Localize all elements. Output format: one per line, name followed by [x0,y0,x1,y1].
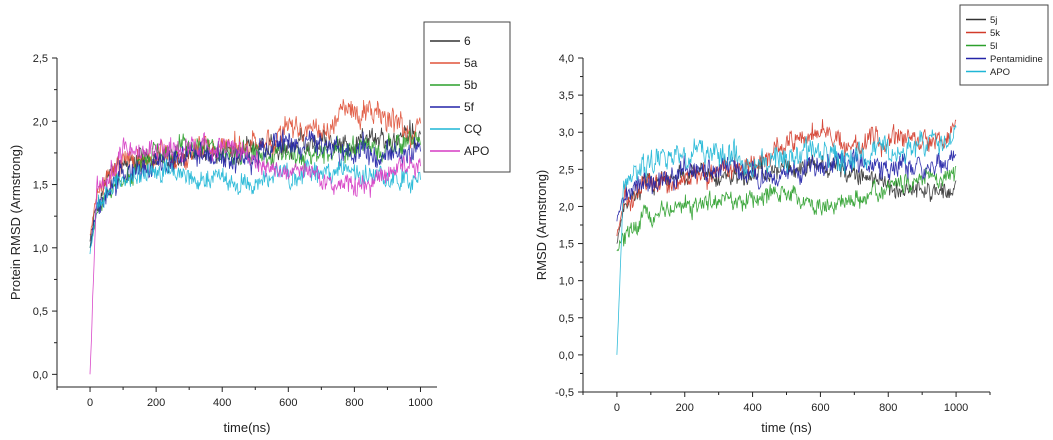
right-series-line-5l [616,165,957,252]
right-y-tick-label: 2,0 [559,201,574,213]
left-y-tick-label: 0,0 [33,369,48,381]
right-x-tick-label: 400 [743,402,761,414]
left-legend-label: 6 [464,34,471,48]
left-y-tick-label: 1,5 [33,180,48,192]
right-y-tick-label: 0,5 [559,313,574,325]
right-x-axis-title: time (ns) [761,420,812,435]
right-series-line-pentamidine [616,149,957,222]
right-x-tick-label: 0 [614,402,620,414]
left-legend-label: 5b [464,78,478,92]
left-series-line-6 [89,119,421,242]
right-x-tick-label: 600 [811,402,829,414]
right-legend-label: Pentamidine [990,54,1043,65]
left-legend-box [423,21,511,173]
right-y-axis-title: RMSD (Armstrong) [534,170,549,281]
right-series-line-apo [616,125,957,355]
right-y-tick-label: 4,0 [559,53,574,65]
right-y-tick-label: 3,0 [559,127,574,139]
left-x-tick-label: 200 [147,397,165,409]
left-x-tick-label: 0 [87,397,93,409]
left-legend-label: CQ [464,122,482,136]
left-y-axis-title: Protein RMSD (Armstrong) [8,145,23,300]
left-legend-label: APO [464,144,489,158]
left-series-line-apo [89,131,421,375]
left-legend-label: 5a [464,56,478,70]
left-x-tick-label: 600 [279,397,297,409]
right-y-tick-label: 0,0 [559,350,574,362]
left-x-tick-label: 400 [213,397,231,409]
right-legend-label: 5k [990,28,1000,39]
chart-protein-rmsd: 0,0 0,5 1,0 1,5 2,0 2,5 0 200 400 600 800 1000 time(… [8,21,511,435]
right-x-tick-label: 1000 [944,402,968,414]
right-y-tick-label: -0,5 [555,387,574,399]
right-legend-label: APO [990,67,1010,78]
left-x-tick-label: 1000 [408,397,432,409]
right-x-tick-label: 800 [879,402,897,414]
left-series-line-cq [89,158,421,255]
right-y-tick-label: 2,5 [559,164,574,176]
left-y-tick-label: 2,0 [33,116,48,128]
left-series-line-5f [89,129,421,248]
right-legend-label: 5j [990,15,997,26]
left-x-tick-label: 800 [345,397,363,409]
right-legend-label: 5l [990,41,997,52]
left-x-axis-title: time(ns) [224,420,271,435]
left-y-tick-label: 2,5 [33,53,48,65]
right-y-tick-label: 1,0 [559,276,574,288]
left-legend-label: 5f [464,100,475,114]
left-y-tick-label: 1,0 [33,243,48,255]
chart-ligand-rmsd: -0,5 0,0 0,5 1,0 1,5 2,0 2,5 3,0 3,5 4,0 0 200 400 60… [534,4,1049,435]
right-y-tick-label: 1,5 [559,239,574,251]
right-x-tick-label: 200 [676,402,694,414]
right-y-tick-label: 3,5 [559,90,574,102]
left-y-tick-label: 0,5 [33,306,48,318]
